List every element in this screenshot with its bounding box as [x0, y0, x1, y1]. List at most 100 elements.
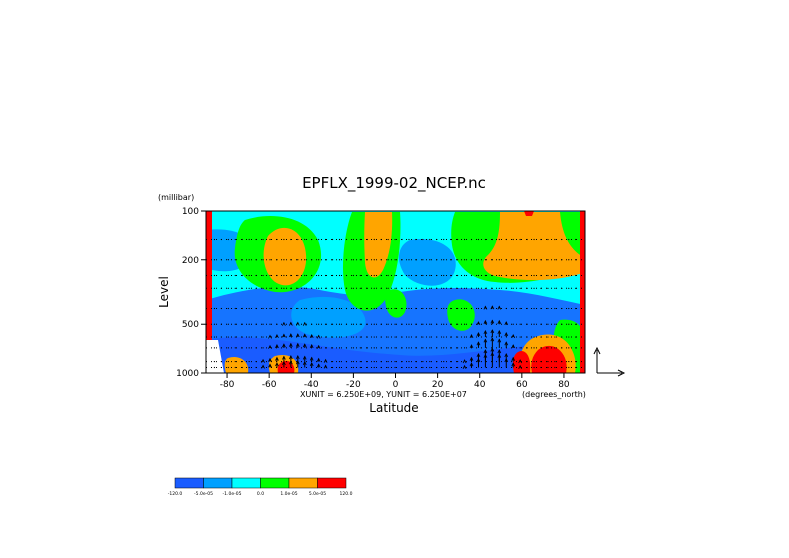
- vector-dot: [526, 336, 528, 338]
- vector-dot: [387, 366, 389, 369]
- vector-dot: [519, 274, 521, 277]
- vector-dot: [561, 323, 563, 325]
- vector-dot: [450, 323, 452, 325]
- vector-dot: [575, 274, 577, 277]
- vector-dot: [561, 287, 563, 289]
- vector-dot: [262, 307, 264, 310]
- y-axis: 100 200 500 1000: [176, 207, 206, 379]
- vector-dot: [234, 307, 236, 310]
- vector-dot: [234, 259, 236, 261]
- vector-dot: [401, 323, 403, 325]
- vector-dot: [262, 347, 264, 349]
- vector-dot: [359, 323, 361, 325]
- vector-dot: [436, 259, 438, 261]
- vector-dot: [241, 287, 243, 289]
- vector-dot: [213, 287, 216, 289]
- vector-dot: [359, 259, 361, 261]
- vector-dot: [575, 336, 577, 338]
- x-tick-label: -60: [262, 380, 277, 390]
- vector-dot: [373, 238, 375, 241]
- vector-dot: [498, 274, 500, 277]
- vector-dot: [213, 238, 216, 241]
- vector-dot: [547, 307, 549, 310]
- colorbar: -120.0 -5.0e-05 -1.0e-05 0.0 1.0e-05 5.0e-05 1…: [168, 477, 353, 497]
- vector-dot: [394, 238, 396, 241]
- vector-arrowhead: [490, 329, 495, 334]
- vector-dot: [338, 238, 341, 241]
- vector-dot: [220, 274, 222, 277]
- vector-dot: [457, 238, 459, 241]
- vector-dot: [352, 307, 354, 310]
- vector-dot: [498, 238, 500, 241]
- vector-dot: [366, 274, 368, 277]
- vector-dot: [297, 287, 299, 289]
- vector-dot: [352, 360, 354, 363]
- vector-dot: [290, 307, 292, 310]
- vector-dot: [276, 259, 278, 261]
- vector-dot: [304, 307, 306, 310]
- vector-dot: [324, 259, 327, 261]
- vector-dot: [533, 287, 535, 289]
- vector-dot: [255, 307, 257, 310]
- vector-dot: [554, 287, 556, 289]
- vector-dot: [241, 347, 243, 349]
- vector-arrowhead: [309, 343, 314, 349]
- vector-dot: [463, 336, 466, 338]
- colorbar-swatch: [203, 477, 233, 489]
- vector-dot: [234, 366, 236, 369]
- vector-dot: [457, 360, 459, 363]
- vector-dot: [429, 347, 431, 349]
- vector-dot: [352, 336, 354, 338]
- vector-arrowhead: [490, 305, 495, 310]
- vector-dot: [568, 307, 570, 310]
- vector-dot: [568, 238, 570, 241]
- vector-dot: [401, 287, 403, 289]
- vector-dot: [554, 307, 556, 310]
- vector-dot: [283, 259, 285, 261]
- vector-dot: [359, 307, 361, 310]
- vector-arrowhead: [469, 334, 474, 339]
- vector-dot: [512, 259, 514, 261]
- vector-dot: [463, 238, 466, 241]
- vector-dot: [519, 323, 521, 325]
- vector-dot: [408, 360, 410, 363]
- vector-dot: [234, 323, 236, 325]
- vector-dot: [331, 347, 334, 349]
- vector-dot: [533, 238, 535, 241]
- vector-dot: [491, 274, 493, 277]
- vector-dot: [477, 287, 480, 289]
- vector-dot: [519, 259, 521, 261]
- vector-arrowhead: [490, 351, 495, 357]
- vector-dot: [220, 307, 222, 310]
- vector-dot: [554, 336, 556, 338]
- vector-arrowhead: [316, 363, 321, 368]
- vector-dot: [283, 274, 285, 277]
- vector-dot: [429, 360, 431, 363]
- vector-dot: [366, 287, 368, 289]
- vector-dot: [241, 323, 243, 325]
- vector-dot: [547, 360, 549, 363]
- vector-dot: [526, 366, 528, 369]
- vector-arrowhead: [295, 342, 300, 347]
- vector-dot: [213, 360, 216, 363]
- vector-dot: [345, 274, 348, 277]
- colorbar-swatch: [317, 477, 347, 489]
- vector-dot: [359, 287, 361, 289]
- vector-arrowhead: [295, 360, 300, 365]
- vector-dot: [220, 336, 222, 338]
- vector-dot: [345, 238, 348, 241]
- vector-dot: [248, 366, 250, 369]
- vector-dot: [318, 287, 320, 289]
- vector-dot: [519, 287, 521, 289]
- vector-dot: [540, 323, 542, 325]
- vector-dot: [338, 366, 341, 369]
- vector-dot: [373, 307, 375, 310]
- vector-arrowhead: [309, 333, 314, 339]
- x-tick-label: 0: [393, 380, 399, 390]
- colorbar-label: 120.0: [340, 491, 353, 497]
- vector-dot: [505, 274, 507, 277]
- vector-dot: [401, 366, 403, 369]
- vector-dot: [575, 287, 577, 289]
- vector-dot: [262, 259, 264, 261]
- vector-dot: [526, 323, 528, 325]
